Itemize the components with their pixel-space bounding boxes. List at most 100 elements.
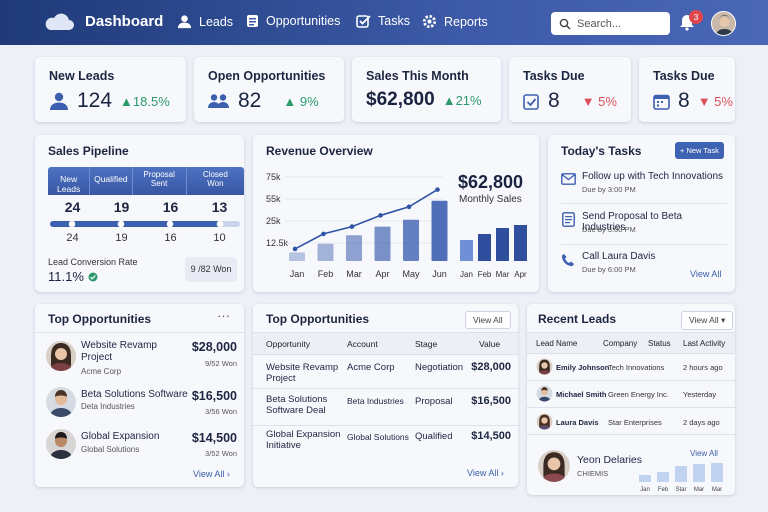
featured-lead-company: CHIEMIS — [577, 469, 609, 478]
kpi-open-opportunities[interactable]: Open Opportunities 82 ▲ 9% — [194, 57, 344, 122]
mini-tick-label: Mar — [694, 487, 704, 492]
avatar — [536, 358, 553, 375]
pipeline-title: Sales Pipeline — [48, 144, 129, 158]
lead-row[interactable]: Emily Johnson Tech Innovations 2 hours a… — [527, 354, 735, 381]
divider — [35, 332, 244, 333]
mini-tick-label: Jan — [460, 270, 473, 279]
bar — [346, 235, 362, 261]
avatar — [46, 429, 76, 459]
more-menu-button[interactable]: ··· — [217, 308, 230, 323]
opp-value: $16,500 — [191, 389, 237, 403]
search-input[interactable]: Search... — [551, 12, 670, 35]
task-item[interactable]: Send Proposal to Beta Industries Due by … — [561, 211, 727, 245]
x-tick-label: Apr — [375, 269, 389, 279]
task-item[interactable]: Call Laura Davis Due by 6:00 PM — [561, 251, 727, 281]
task-title: Send Proposal to Beta Industries — [582, 211, 683, 233]
brand[interactable]: Dashboard — [43, 11, 163, 31]
kpi-delta-down: ▼ 5% — [581, 93, 617, 109]
leads-title: Recent Leads — [538, 312, 617, 326]
trend-point — [406, 204, 412, 210]
task-title: Call Laura Davis — [582, 251, 656, 262]
group-icon — [208, 94, 229, 108]
opp-value: $28,000 — [191, 340, 237, 354]
leads-view-all-button[interactable]: View All ▾ — [681, 311, 734, 330]
stage-label[interactable]: Qualified — [89, 167, 131, 195]
opp-status: 3/56 Won — [205, 407, 237, 416]
tasks-view-all-link[interactable]: View All — [690, 269, 722, 279]
col-header: Status — [648, 339, 671, 348]
y-tick-label: 55k — [266, 194, 281, 204]
opportunity-item[interactable]: Website Revamp Project Acme Corp $28,000… — [45, 340, 237, 382]
kpi-delta-up: ▲21% — [442, 92, 482, 108]
table-view-all-link[interactable]: View All › — [467, 468, 504, 478]
opp-company: Acme Corp — [81, 367, 122, 376]
conversion-label: Lead Conversion Rate — [48, 257, 138, 267]
checkbox-icon — [523, 93, 539, 110]
cell-value: $28,000 — [471, 361, 511, 373]
user-avatar[interactable] — [711, 11, 736, 36]
mini-tick-label: Star — [675, 487, 686, 492]
lead-name: Emily Johnson — [556, 363, 610, 372]
leads-view-all-link[interactable]: View All — [690, 449, 718, 458]
mini-bar — [693, 464, 705, 482]
task-item[interactable]: Follow up with Tech Innovations Due by 3… — [561, 171, 727, 204]
kpi-delta-down: ▼ 5% — [697, 93, 733, 109]
cell-stage: Proposal — [415, 396, 453, 407]
nav-reports-label: Reports — [444, 14, 488, 29]
kpi-new-leads[interactable]: New Leads 124 ▲18.5% — [35, 57, 186, 122]
revenue-chart: 75k 55k 25k 12.5k Jan Feb Mar Apr May Jun Jan Feb Ma… — [266, 172, 527, 279]
x-tick-label: Jan — [290, 269, 305, 279]
pipeline-stage-header: New Leads Qualified Proposal Sent Closed… — [48, 167, 244, 195]
topopp-view-all-link[interactable]: View All › — [193, 469, 230, 479]
stage-label[interactable]: Proposal Sent — [131, 167, 186, 195]
trend-point — [435, 187, 440, 192]
stage-count: 19 — [115, 232, 128, 244]
opportunity-item[interactable]: Beta Solutions Software Deta Industries … — [45, 386, 237, 422]
nav-tasks-label: Tasks — [378, 14, 410, 28]
col-header: Lead Name — [536, 339, 578, 348]
lead-activity: Yesterday — [683, 390, 717, 399]
table-header-bg — [253, 332, 518, 355]
nav-opportunities[interactable]: Opportunities — [246, 14, 340, 28]
stage-label[interactable]: Closed Won — [185, 167, 244, 195]
sales-pipeline-card: Sales Pipeline New Leads Qualified Propo… — [35, 135, 244, 292]
opportunity-item[interactable]: Global Expansion Global Solutions $14,50… — [45, 428, 237, 464]
pipeline-progress-track — [50, 220, 240, 228]
opp-company: Global Solutions — [81, 445, 140, 454]
bar — [289, 252, 305, 261]
stage-label[interactable]: New Leads — [57, 174, 81, 194]
bar — [403, 219, 419, 261]
user-icon — [177, 15, 192, 29]
kpi-label: Open Opportunities — [208, 69, 326, 83]
kpi-tasks-due[interactable]: Tasks Due 8 ▼ 5% — [509, 57, 631, 122]
nav-reports[interactable]: Reports — [422, 14, 488, 29]
nav-tasks[interactable]: Tasks — [356, 14, 410, 28]
featured-lead-name[interactable]: Yeon Delaries — [577, 454, 642, 466]
bar — [317, 243, 334, 261]
table-row[interactable]: Beta Solutions Software Deal Beta Indust… — [253, 389, 518, 426]
opp-name: Website Revamp Project — [81, 340, 157, 363]
y-tick-label: 75k — [266, 172, 281, 182]
mini-tick-label: Mar — [496, 270, 510, 279]
y-tick-label: 25k — [266, 216, 281, 226]
lead-row[interactable]: Laura Davis Star Enterprises 2 days ago — [527, 408, 735, 435]
check-circle-icon — [88, 272, 98, 281]
mini-bar — [496, 228, 509, 261]
kpi-value: 82 — [238, 89, 262, 112]
kpi-sales-this-month[interactable]: Sales This Month $62,800 ▲21% — [352, 57, 501, 122]
y-tick-label: 12.5k — [266, 238, 289, 248]
nav-leads[interactable]: Leads — [177, 14, 233, 29]
calendar-icon — [653, 94, 670, 110]
x-tick-label: Mar — [346, 269, 362, 279]
view-all-button[interactable]: View All — [465, 311, 511, 329]
mail-icon — [561, 173, 576, 185]
col-header: Opportunity — [266, 339, 310, 349]
table-row[interactable]: Website Revamp Project Acme Corp Negotia… — [253, 355, 518, 389]
new-task-button[interactable]: + New Task — [675, 142, 724, 159]
task-title: Follow up with Tech Innovations — [582, 171, 724, 182]
task-due: Due by 6:00 PM — [582, 265, 636, 274]
lead-row[interactable]: Michael Smith Green Energy Inc. Yesterda… — [527, 381, 735, 408]
table-row[interactable]: Global Expansion Initiative Global Solut… — [253, 426, 518, 460]
stage-count: 16 — [162, 199, 179, 215]
kpi-tasks-due-2[interactable]: Tasks Due 8 ▼ 5% — [639, 57, 735, 122]
